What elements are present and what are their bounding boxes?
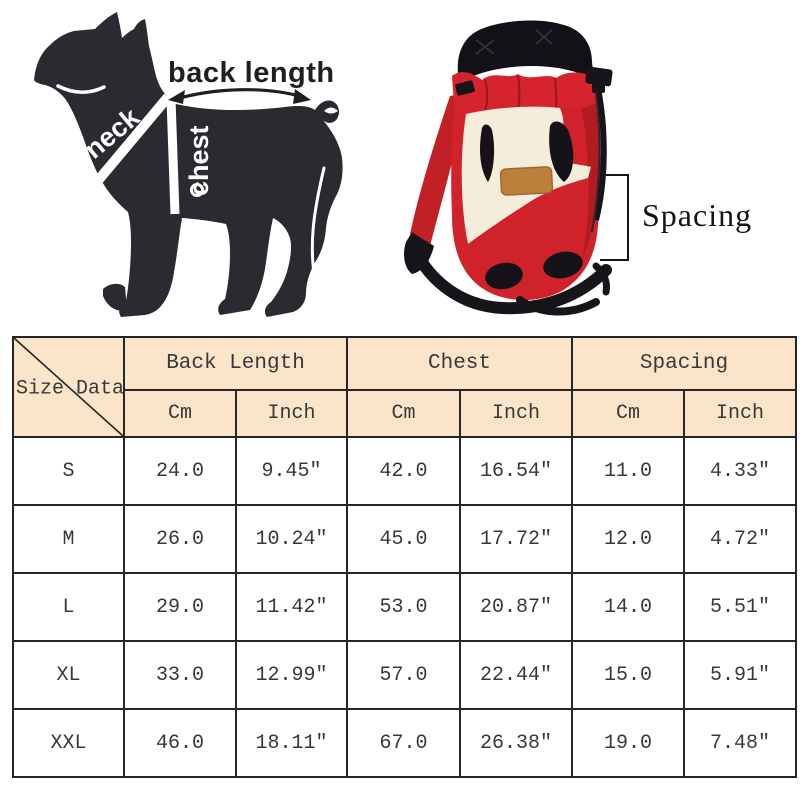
- leg-opening-left: [480, 124, 495, 182]
- unit-header: Cm: [346, 389, 461, 438]
- arrowhead-left: [168, 90, 185, 104]
- chest-band-gap: [166, 98, 180, 215]
- size-label: XXL: [12, 708, 125, 778]
- value-cell: 4.72″: [683, 504, 798, 574]
- group-header-back-length: Back Length: [123, 336, 348, 391]
- bottom-strap-main: [408, 242, 612, 315]
- value-cell: 5.91″: [683, 640, 798, 710]
- value-cell: 57.0: [346, 640, 461, 710]
- value-cell: 24.0: [123, 436, 237, 506]
- value-cell: 15.0: [571, 640, 686, 710]
- bag-body-shading: [580, 95, 600, 260]
- back-length-label: back length: [168, 57, 335, 89]
- size-label: M: [12, 504, 125, 574]
- value-cell: 67.0: [346, 708, 461, 778]
- table-row-m: M 26.0 10.24″ 45.0 17.72″ 12.0 4.72″: [12, 504, 798, 574]
- value-cell: 46.0: [123, 708, 237, 778]
- unit-header: Cm: [123, 389, 237, 438]
- tail-notch: [324, 107, 338, 114]
- table-row-l: L 29.0 11.42″ 53.0 20.87″ 14.0 5.51″: [12, 572, 798, 642]
- table-header-units: Cm Inch Cm Inch Cm Inch: [13, 389, 798, 438]
- value-cell: 19.0: [571, 708, 686, 778]
- size-label: L: [12, 572, 125, 642]
- brand-patch: [499, 166, 554, 196]
- value-cell: 11.0: [571, 436, 686, 506]
- value-cell: 4.33″: [683, 436, 798, 506]
- left-buckle-icon: [455, 80, 475, 96]
- dog-measurement-diagram: neck chest back length: [34, 12, 343, 317]
- value-cell: 12.99″: [235, 640, 348, 710]
- corner-cell: Size Data: [12, 336, 125, 438]
- value-cell: 14.0: [571, 572, 686, 642]
- value-cell: 45.0: [346, 504, 461, 574]
- dog-far-paw: [103, 283, 127, 311]
- spacing-bracket-icon: [600, 174, 629, 261]
- size-label: S: [12, 436, 125, 506]
- unit-header: Inch: [683, 389, 798, 438]
- corner-label: Size Data: [16, 377, 125, 401]
- value-cell: 53.0: [346, 572, 461, 642]
- value-cell: 26.38″: [458, 708, 574, 778]
- harness-ring-icon: [190, 183, 204, 197]
- table-header-groups: Size Data Back Length Chest Spacing: [12, 336, 798, 438]
- unit-header: Inch: [235, 389, 348, 438]
- drawstring-ruffle: [452, 72, 596, 118]
- group-header-chest: Chest: [345, 336, 574, 391]
- value-cell: 18.11″: [235, 708, 348, 778]
- value-cell: 42.0: [346, 436, 461, 506]
- value-cell: 29.0: [123, 572, 237, 642]
- bag-top-opening: [457, 20, 594, 82]
- value-cell: 33.0: [123, 640, 237, 710]
- back-length-arrow: [175, 88, 304, 101]
- bottom-strap-second: [516, 296, 600, 316]
- unit-header: Cm: [571, 389, 686, 438]
- shoulder-strap: [410, 95, 466, 247]
- value-cell: 10.24″: [235, 504, 348, 574]
- paw-opening-right: [543, 251, 583, 279]
- leg-opening-right: [549, 121, 574, 182]
- quilt-stitching: [475, 29, 553, 55]
- bottom-strap-right: [592, 262, 610, 296]
- value-cell: 7.48″: [683, 708, 798, 778]
- table-row-xxl: XXL 46.0 18.11″ 67.0 26.38″ 19.0 7.48″: [12, 708, 798, 778]
- paw-opening-left: [485, 262, 523, 290]
- value-cell: 16.54″: [458, 436, 574, 506]
- table-row-s: S 24.0 9.45″ 42.0 16.54″ 11.0 4.33″: [12, 436, 798, 506]
- value-cell: 11.42″: [235, 572, 348, 642]
- value-cell: 26.0: [123, 504, 237, 574]
- size-table: Size Data Back Length Chest Spacing Cm I…: [12, 336, 798, 778]
- value-cell: 12.0: [571, 504, 686, 574]
- arrowhead-right: [293, 89, 311, 104]
- unit-header: Inch: [458, 389, 574, 438]
- dog-silhouette-icon: [34, 12, 343, 317]
- value-cell: 9.45″: [235, 436, 348, 506]
- side-strap: [593, 87, 607, 221]
- value-cell: 5.51″: [683, 572, 798, 642]
- spacing-photo-label: Spacing: [642, 197, 753, 233]
- chest-band-label: chest: [184, 125, 214, 196]
- hindleg-highlight: [310, 166, 326, 288]
- table-row-xl: XL 33.0 12.99″ 57.0 22.44″ 15.0 5.91″: [12, 640, 798, 710]
- size-label: XL: [12, 640, 125, 710]
- group-header-spacing: Spacing: [571, 336, 798, 391]
- value-cell: 17.72″: [458, 504, 574, 574]
- carrier-backpack-photo: [404, 20, 613, 316]
- side-cord: [591, 91, 601, 233]
- corner-diagonal: [14, 338, 123, 436]
- value-cell: 22.44″: [458, 640, 574, 710]
- value-cell: 20.87″: [458, 572, 574, 642]
- collar-highlight: [56, 84, 106, 94]
- neck-band-gap: [76, 93, 172, 206]
